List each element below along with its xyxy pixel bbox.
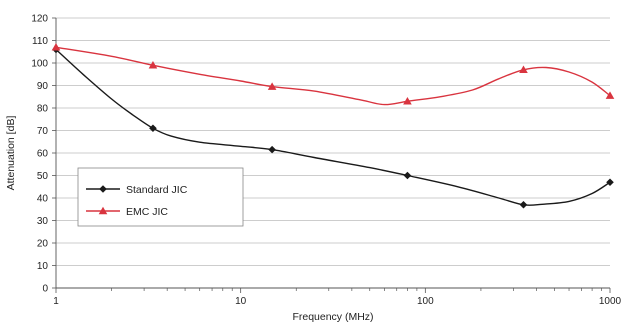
gridlines <box>56 17 610 266</box>
emc-jic-marker <box>267 82 277 90</box>
emc-jic-marker <box>605 91 615 99</box>
legend-standard-jic-marker <box>99 185 107 193</box>
x-tick-label: 100 <box>417 296 434 307</box>
x-axis-title: Frequency (MHz) <box>292 311 373 323</box>
emc-jic-marker <box>51 42 61 51</box>
y-tick-label: 30 <box>37 216 49 227</box>
y-tick-label: 80 <box>37 104 49 115</box>
standard-jic-marker <box>606 178 614 187</box>
series-layer <box>51 42 615 209</box>
standard-jic-marker <box>403 171 412 180</box>
y-tick-label: 60 <box>37 149 49 160</box>
y-tick-label: 110 <box>32 36 48 47</box>
y-tick-label: 0 <box>42 284 48 295</box>
x-tick-label: 1000 <box>599 296 622 307</box>
x-axis-ticks: 1 10 100 1000 <box>53 288 622 307</box>
emc-jic-marker <box>403 96 412 105</box>
y-tick-label: 10 <box>37 261 49 272</box>
y-tick-label: 40 <box>37 194 49 205</box>
legend-box <box>77 167 244 227</box>
y-axis-ticks: 0 10 20 30 40 50 60 70 80 90 100 110 120 <box>31 14 56 295</box>
emc-jic-line <box>55 46 611 106</box>
legend-standard-jic-label: Standard JIC <box>126 184 188 196</box>
y-tick-label: 50 <box>37 171 49 182</box>
x-tick-label: 10 <box>235 296 247 307</box>
emc-jic-marker <box>148 60 158 69</box>
standard-jic-marker <box>519 200 528 209</box>
y-tick-label: 90 <box>37 81 49 92</box>
legend: Standard JIC EMC JIC <box>77 167 244 227</box>
y-tick-label: 70 <box>37 126 49 137</box>
axes <box>55 18 610 289</box>
standard-jic-line <box>55 48 611 206</box>
legend-emc-jic-label: EMC JIC <box>126 206 168 218</box>
legend-emc-jic-marker <box>98 206 108 215</box>
y-tick-label: 120 <box>31 14 48 25</box>
x-tick-label: 1 <box>53 296 59 307</box>
y-tick-label: 20 <box>37 239 49 250</box>
standard-jic-marker <box>149 124 157 133</box>
standard-jic-marker <box>268 145 276 154</box>
emc-jic-marker <box>519 65 528 73</box>
y-tick-label: 100 <box>31 59 48 70</box>
y-axis-title: Attenuation [dB] <box>5 116 17 191</box>
